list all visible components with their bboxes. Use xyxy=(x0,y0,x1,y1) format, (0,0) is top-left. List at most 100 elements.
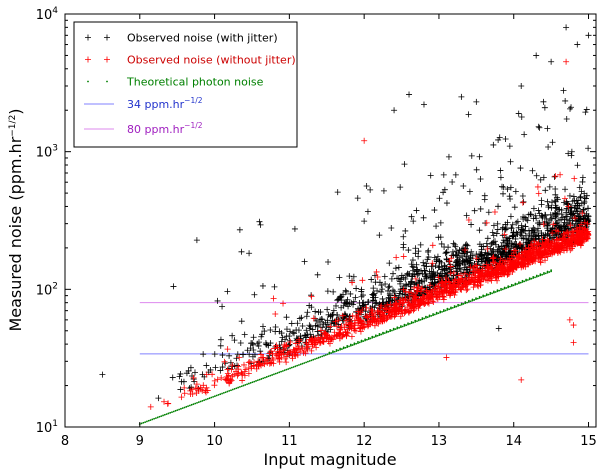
without-jitter-point xyxy=(483,219,490,226)
theory-point xyxy=(371,335,374,338)
with-jitter-point xyxy=(402,275,409,282)
theory-point xyxy=(353,342,356,345)
with-jitter-point xyxy=(502,221,509,228)
without-jitter-point xyxy=(567,222,574,229)
theory-point xyxy=(448,308,451,311)
with-jitter-point xyxy=(443,200,450,207)
with-jitter-point xyxy=(418,277,425,284)
without-jitter-point xyxy=(440,281,447,288)
without-jitter-point xyxy=(498,267,505,274)
with-jitter-point xyxy=(183,370,190,377)
with-jitter-point xyxy=(388,225,395,232)
without-jitter-point xyxy=(410,307,417,314)
with-jitter-point xyxy=(291,330,298,337)
without-jitter-point xyxy=(399,310,406,317)
theory-point xyxy=(156,416,159,419)
without-jitter-point xyxy=(262,357,269,364)
theory-point xyxy=(230,389,232,392)
theory-point xyxy=(475,297,477,299)
theory-point xyxy=(374,334,377,337)
with-jitter-point xyxy=(344,296,351,303)
theory-point xyxy=(221,392,223,395)
theory-point xyxy=(550,269,553,272)
theory-point xyxy=(403,323,406,326)
with-jitter-point xyxy=(552,215,559,222)
without-jitter-point xyxy=(431,286,438,293)
theory-point xyxy=(548,271,551,273)
with-jitter-point xyxy=(303,334,310,341)
with-jitter-point xyxy=(389,287,396,294)
without-jitter-point xyxy=(357,317,364,324)
theory-point xyxy=(242,384,245,387)
x-axis-title: Input magnitude xyxy=(263,450,396,469)
with-jitter-point xyxy=(495,136,502,143)
theory-point xyxy=(428,314,431,317)
theory-point xyxy=(460,302,463,305)
without-jitter-point xyxy=(236,354,243,361)
theory-point xyxy=(414,319,417,322)
without-jitter-point xyxy=(578,221,585,228)
with-jitter-point xyxy=(364,208,371,215)
with-jitter-point xyxy=(513,229,520,236)
with-jitter-point xyxy=(265,342,272,349)
without-jitter-point xyxy=(400,253,407,260)
theory-point xyxy=(187,405,189,408)
without-jitter-point xyxy=(224,375,231,382)
without-jitter-point xyxy=(311,339,318,346)
without-jitter-point xyxy=(542,240,549,247)
with-jitter-point xyxy=(291,225,298,232)
with-jitter-point xyxy=(436,274,443,281)
with-jitter-point xyxy=(434,270,441,277)
without-jitter-point xyxy=(339,312,346,319)
with-jitter-point xyxy=(408,213,415,220)
with-jitter-point xyxy=(419,270,426,277)
theory-point xyxy=(235,387,238,390)
without-jitter-point xyxy=(462,247,469,254)
without-jitter-point xyxy=(338,322,345,329)
with-jitter-point xyxy=(356,300,363,307)
theory-point xyxy=(451,307,454,309)
theory-point xyxy=(147,419,150,422)
theory-point xyxy=(144,421,147,423)
with-jitter-point xyxy=(403,272,410,279)
with-jitter-point xyxy=(476,153,483,160)
with-jitter-point xyxy=(367,186,374,193)
with-jitter-point xyxy=(552,202,559,209)
with-jitter-point xyxy=(214,297,221,304)
without-jitter-point xyxy=(349,312,356,319)
without-jitter-point xyxy=(575,239,582,246)
without-jitter-point xyxy=(276,348,283,355)
with-jitter-point xyxy=(390,270,397,277)
with-jitter-point xyxy=(374,287,381,294)
without-jitter-point xyxy=(386,308,393,315)
theory-point xyxy=(459,304,461,307)
without-jitter-point xyxy=(391,306,398,313)
without-jitter-point xyxy=(317,339,324,346)
theory-point xyxy=(278,371,281,374)
with-jitter-point xyxy=(257,221,264,228)
with-jitter-point xyxy=(426,270,433,277)
with-jitter-point xyxy=(440,189,447,196)
without-jitter-point xyxy=(416,302,423,309)
without-jitter-point xyxy=(337,329,344,336)
with-jitter-point xyxy=(490,232,497,239)
theory-point xyxy=(503,286,506,289)
theory-point xyxy=(421,317,424,319)
with-jitter-point xyxy=(440,171,447,178)
x-tick-label: 12 xyxy=(356,434,373,449)
with-jitter-point xyxy=(361,218,368,225)
with-jitter-point xyxy=(538,230,545,237)
theory-point xyxy=(494,291,497,293)
with-jitter-point xyxy=(520,241,527,248)
without-jitter-point xyxy=(550,221,557,228)
with-jitter-point xyxy=(251,351,258,358)
theory-point xyxy=(307,360,309,363)
theory-point xyxy=(247,382,250,385)
with-jitter-point xyxy=(443,249,450,256)
without-jitter-point xyxy=(494,277,501,284)
without-jitter-point xyxy=(221,358,228,365)
theory-point xyxy=(332,350,334,353)
without-jitter-point xyxy=(178,394,185,401)
without-jitter-point xyxy=(507,258,514,265)
